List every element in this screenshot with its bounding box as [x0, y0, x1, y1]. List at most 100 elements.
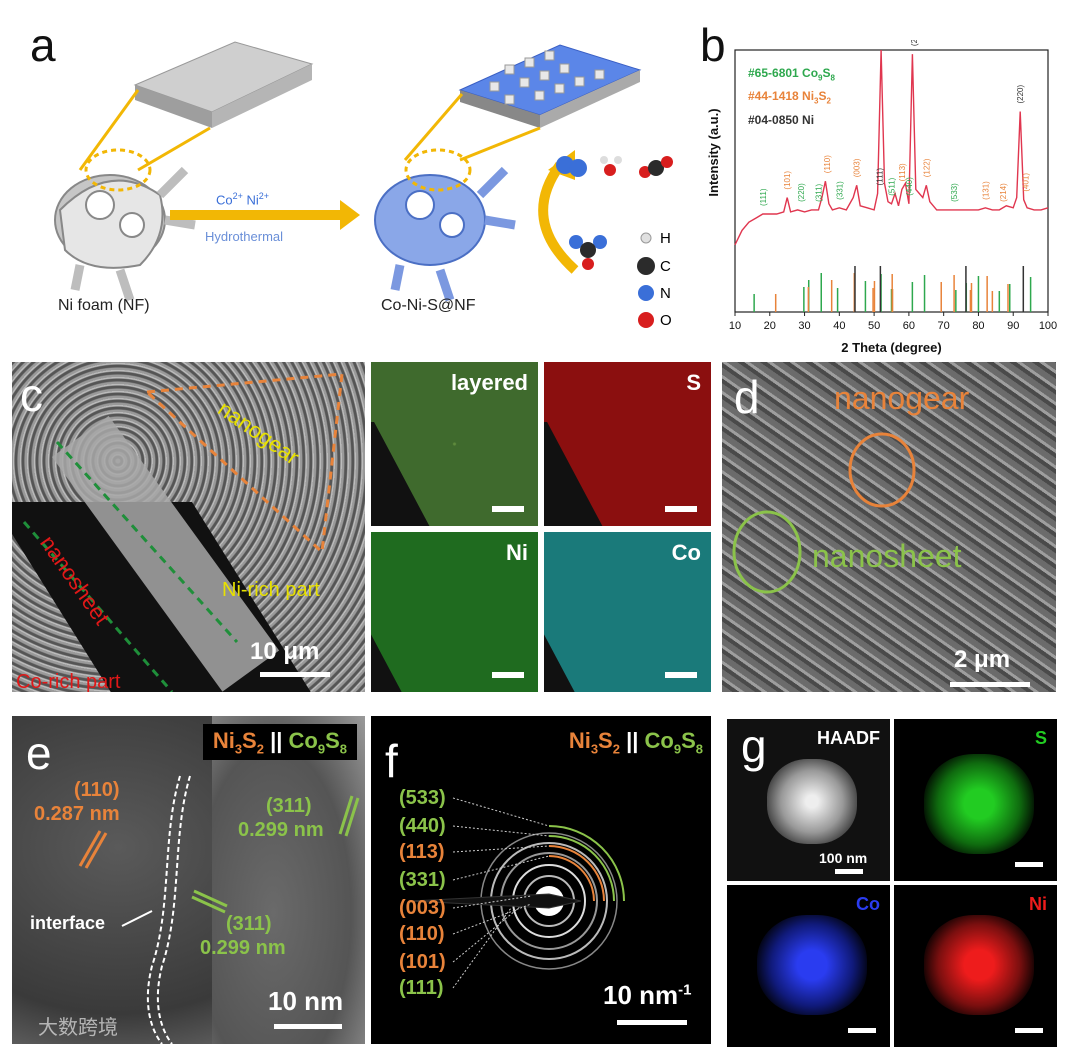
reaction-arrow [170, 200, 360, 230]
interface-label: interface [30, 913, 106, 933]
ring-label-111: (111) [399, 977, 444, 999]
ring-label-533: (533) [399, 787, 446, 809]
sem-image-c: c nanogear nanosheet Ni-rich part Co-ric… [12, 362, 365, 692]
scale-d-text: 2 μm [954, 646, 1011, 673]
scale-d-bar [950, 682, 1030, 687]
arrow-bottom-text: Hydrothermal [205, 229, 284, 244]
xtick-label-5: 60 [903, 320, 915, 332]
nanogear-label-d: nanogear [834, 380, 970, 416]
d-spacing-110: 0.287 nm [34, 803, 120, 825]
phase-box-f: Ni3S2 || Co9S8 [568, 728, 703, 757]
y-axis-label: Intensity (a.u.) [706, 108, 721, 196]
eds-map-g-ni: Ni [894, 885, 1057, 1047]
hrtem-image-e: Ni3S2 || Co9S8 e (110) 0.287 nm (311) 0.… [12, 716, 365, 1044]
legend-co9s8: #65-6801 Co9S8 [748, 66, 835, 83]
legend-ni3s2: #44-1418 Ni3S2 [748, 89, 831, 106]
scale-e-text: 10 nm [268, 986, 344, 1016]
watermark: 大数跨境 [38, 1017, 118, 1039]
xtick-label-0: 10 [729, 320, 741, 332]
peak-label-11: (200) [910, 40, 919, 46]
peak-label-6: (003) [853, 158, 862, 177]
d-annotations [732, 432, 916, 594]
peak-label-12: (122) [922, 158, 931, 177]
xtick-label-4: 50 [868, 320, 880, 332]
scale-c-text: 10 μm [250, 638, 320, 665]
peak-label-16: (220) [1016, 84, 1025, 103]
eds-map-g-co: Co [727, 885, 890, 1047]
ni-foam-caption: Ni foam (NF) [58, 297, 150, 314]
ring-label-331: (331) [399, 869, 446, 891]
panel-label-c: c [20, 369, 43, 421]
ni-foam-structure [54, 166, 196, 302]
ring-label-440: (440) [399, 815, 446, 837]
saed-pattern [410, 797, 625, 989]
molecules [556, 156, 673, 270]
xtick-label-7: 80 [972, 320, 984, 332]
scale-f-bar [617, 1020, 687, 1025]
saed-image-f: f Ni3S2 || Co9S8 (533) (440) (113) (331)… [371, 716, 711, 1044]
d-spacing-311-top: 0.299 nm [238, 819, 324, 841]
eds-map-s: S [544, 362, 711, 526]
xtick-label-9: 100 [1039, 320, 1057, 332]
scale-g-text: 100 nm [819, 850, 868, 866]
co-ni-s-caption: Co-Ni-S@NF [381, 297, 476, 314]
plane-311-e-top: (311) [266, 795, 312, 817]
scale-bar-co [665, 672, 697, 678]
panel-label-f: f [385, 735, 398, 787]
arrow-top-text: Co2+ Ni2+ [216, 191, 270, 208]
legend-c: C [660, 258, 671, 275]
scale-f-text: 10 nm-1 [603, 980, 692, 1010]
map-title-g-co: Co [856, 894, 880, 914]
ring-label-003: (003) [399, 897, 446, 919]
panel-label-a: a [30, 19, 56, 71]
xtick-label-6: 70 [938, 320, 950, 332]
eds-map-layered: layered [371, 362, 538, 526]
map-title-haadf: HAADF [817, 728, 880, 748]
eds-map-co: Co [544, 532, 711, 692]
co-rich-label: Co-rich part [16, 671, 121, 692]
phase-box: Ni3S2 || Co9S8 [202, 724, 357, 761]
d-spacing-311-bottom: 0.299 nm [200, 937, 286, 959]
eds-map-ni: Ni [371, 532, 538, 692]
ni-foam-slab [133, 41, 314, 128]
map-title-g-ni: Ni [1029, 894, 1047, 914]
nanosheet-label-d: nanosheet [812, 538, 962, 574]
scale-bar-ni [492, 672, 524, 678]
xtick-label-3: 40 [833, 320, 845, 332]
ring-label-113: (113) [399, 841, 445, 863]
peak-label-4: (110) [823, 155, 832, 173]
legend-n: N [660, 285, 671, 302]
e-annotations [78, 775, 360, 1044]
peak-label-7: (111) [875, 168, 884, 186]
xtick-label-2: 30 [798, 320, 810, 332]
panel-label-g: g [741, 720, 767, 772]
plane-110-e: (110) [74, 779, 120, 801]
c-annotations [22, 372, 344, 692]
panel-label-e: e [26, 727, 52, 779]
peak-label-5: (331) [835, 181, 844, 200]
xtick-label-1: 20 [764, 320, 776, 332]
xrd-legend: #65-6801 Co9S8 #44-1418 Ni3S2 #04-0850 N… [748, 64, 835, 129]
scale-c-bar [260, 672, 330, 677]
map-title-g-s: S [1034, 728, 1047, 748]
legend-ni: #04-0850 Ni [748, 112, 815, 127]
peak-label-10: (440) [905, 177, 914, 196]
peak-label-2: (220) [797, 183, 806, 202]
scale-bar-s [665, 506, 697, 512]
sem-image-d: d nanogear nanosheet 2 μm [722, 362, 1056, 692]
map-title-s: S [686, 370, 701, 395]
peak-label-17: (401) [1021, 173, 1030, 192]
map-title-layered: layered [450, 370, 528, 395]
map-title-ni: Ni [506, 540, 528, 565]
panel-a-schematic [54, 41, 673, 328]
peak-label-8: (511) [888, 177, 897, 195]
co-ni-s-foam [374, 166, 516, 302]
eds-map-g-s: S [894, 719, 1057, 881]
plane-311-e-bottom: (311) [226, 913, 272, 935]
panel-label-d: d [734, 371, 760, 423]
scale-bar-g-co [848, 1028, 876, 1033]
haadf-image: g HAADF 100 nm [727, 719, 890, 881]
series-line-0 [734, 49, 1049, 246]
peak-label-14: (131) [981, 181, 990, 200]
legend-o: O [660, 312, 672, 329]
